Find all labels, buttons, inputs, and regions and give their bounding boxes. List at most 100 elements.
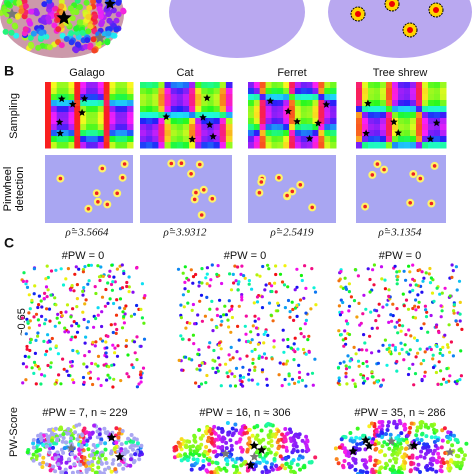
scatter-dot (239, 272, 243, 276)
map-dot (270, 462, 274, 467)
scatter-dot (71, 378, 75, 382)
scatter (20, 263, 147, 389)
scatter-dot (246, 339, 250, 343)
scatter-dot (361, 376, 365, 380)
map-cell (416, 130, 423, 137)
scatter-dot (47, 307, 52, 311)
map-dot (431, 457, 436, 461)
map-dot (230, 457, 235, 462)
map-cell (404, 130, 411, 137)
scatter-dot (393, 345, 397, 350)
map-cell (422, 88, 429, 95)
map-cell (356, 112, 363, 119)
scatter-dot (43, 353, 48, 357)
map-dot (358, 436, 363, 441)
map-dot (22, 3, 29, 10)
scatter-dot (110, 263, 114, 267)
scatter-dot (416, 293, 420, 297)
map-dot (111, 458, 116, 463)
map-cell (318, 130, 325, 137)
map-dot (300, 448, 305, 453)
map-dot (113, 26, 120, 33)
scatter-dot (75, 321, 79, 326)
map-dot (33, 10, 40, 17)
map-dot (92, 456, 97, 461)
scatter-dot (85, 365, 89, 369)
map-cell (434, 82, 441, 89)
scatter-dot (295, 303, 299, 307)
map-dot (46, 0, 53, 5)
map-cell (164, 94, 172, 101)
scatter-dot (302, 296, 306, 300)
map-cell (283, 142, 290, 149)
scatter-dot (286, 345, 290, 349)
map-cell (50, 142, 58, 149)
map-cell (380, 118, 387, 125)
map-cell (213, 100, 221, 107)
map-cell (91, 100, 99, 107)
scatter-dot (265, 383, 269, 387)
scatter-dot (256, 342, 260, 346)
map-dot (95, 429, 100, 434)
scatter-dot (289, 346, 294, 350)
map-dot (131, 447, 135, 452)
map-dot (337, 445, 342, 450)
map-cell (219, 136, 227, 143)
scatter-dot (260, 306, 265, 310)
scatter-dot (357, 348, 361, 352)
scatter-dot (340, 310, 344, 314)
map-dot (218, 445, 223, 450)
scatter-dot (250, 338, 254, 342)
scatter-dot (57, 321, 62, 325)
map-cell (127, 82, 134, 89)
map-cell (265, 124, 272, 131)
map-cell (294, 112, 302, 119)
scatter-dot (240, 293, 244, 297)
map-dot (116, 449, 121, 454)
map-dot (204, 431, 209, 436)
map-cell (225, 130, 233, 137)
hotspot-core (179, 161, 184, 165)
map-dot (184, 445, 189, 450)
scatter-dot (430, 291, 435, 295)
scatter-dot (227, 353, 231, 357)
scatter-dot (120, 263, 124, 267)
scatter-dot (440, 291, 444, 295)
map-dot (439, 464, 444, 469)
map-cell (318, 88, 325, 95)
map-dot (66, 427, 71, 431)
scatter-dot (215, 272, 219, 276)
map-cell (312, 82, 319, 89)
scatter-dot (63, 330, 67, 334)
map-cell (62, 82, 69, 89)
map-cell (121, 136, 128, 143)
map-cell (103, 124, 111, 131)
map-cell (170, 106, 178, 113)
map-dot (46, 434, 51, 439)
scatter-dot (75, 305, 79, 309)
scatter-dot (96, 364, 100, 368)
map-cell (283, 130, 290, 137)
map-dot (247, 436, 252, 441)
pinwheel-star (114, 452, 125, 461)
map-cell (91, 124, 99, 131)
pinwheel-star (390, 117, 398, 126)
map-cell (253, 130, 261, 137)
scatter-dot (402, 269, 406, 273)
map-dot (296, 456, 301, 461)
scatter-dot (200, 361, 204, 365)
map-dot (385, 442, 390, 447)
scatter-dot (77, 324, 81, 328)
map-cell (213, 88, 221, 95)
scatter-title: #PW = 35, n ≈ 286 (354, 407, 445, 419)
map-cell (434, 100, 441, 107)
map-cell (91, 136, 99, 143)
map-cell (213, 112, 221, 119)
hotspot-core (100, 166, 105, 171)
map-cell (312, 136, 319, 143)
scatter-dot (241, 365, 245, 369)
map-dot (56, 462, 61, 467)
map-cell (176, 94, 184, 101)
pinwheel-star (162, 112, 170, 121)
scatter-dot (420, 290, 424, 294)
